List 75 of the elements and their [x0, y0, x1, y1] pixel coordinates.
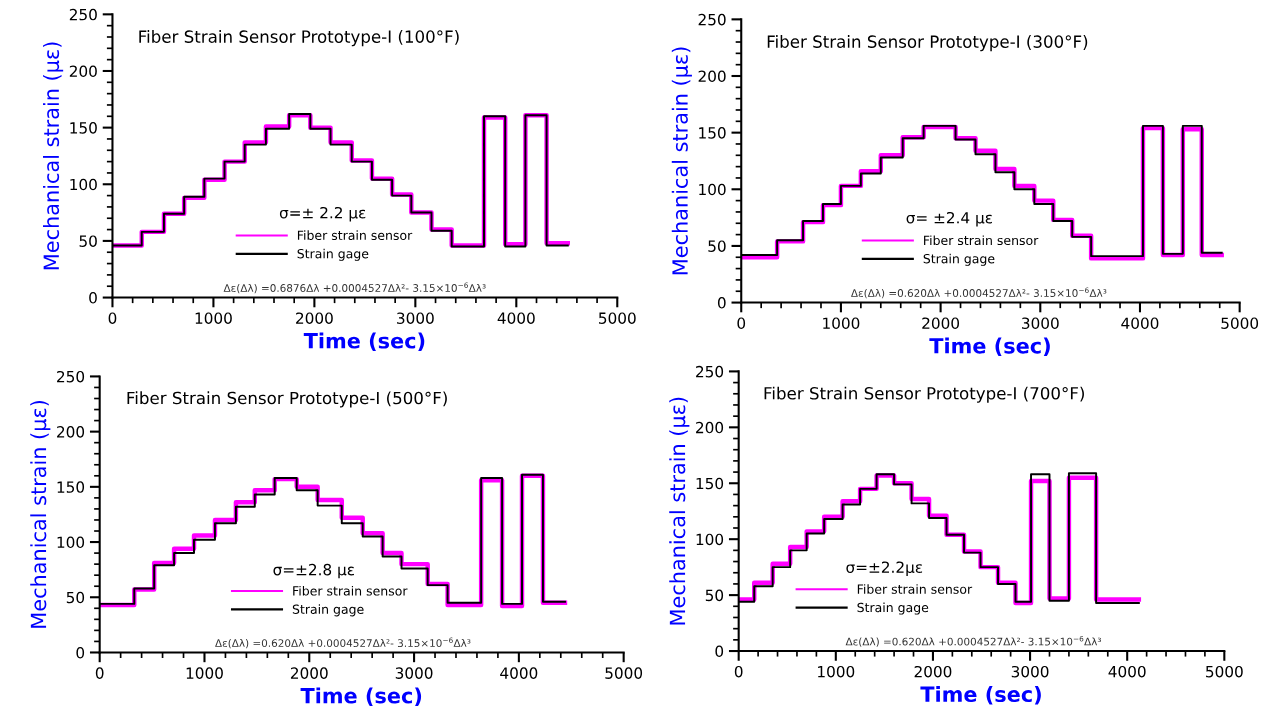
- text: Fiber Strain Sensor Prototype-I (300°F): [767, 35, 1088, 52]
- x-tick-label: 2000: [922, 317, 960, 329]
- text: Fiber Strain Sensor Prototype-I (100°F): [139, 30, 459, 47]
- y-tick-label: 150: [696, 477, 724, 490]
- x-tick-label: 4000: [1121, 317, 1159, 329]
- legend-label: Strain gage: [857, 602, 929, 615]
- y-tick-label: 150: [699, 127, 726, 139]
- y-tick-label: 50: [66, 591, 85, 604]
- x-tick-label: 4000: [1108, 665, 1146, 678]
- annotation: σ=±2.2με: [846, 561, 923, 576]
- y-tick-label: 200: [698, 70, 726, 83]
- y-axis-title: Mechanical strain (με): [671, 47, 692, 275]
- annotation: σ=±2.8 με: [273, 563, 354, 579]
- x-tick-label: 5000: [599, 312, 636, 324]
- y-tick-label: 0: [717, 297, 726, 309]
- x-axis-title: Time (sec): [920, 685, 1041, 705]
- x-tick-label: 4000: [500, 667, 538, 679]
- legend-label: Fiber strain sensor: [293, 585, 408, 596]
- text: Fiber Strain Sensor Prototype-I (500°F): [127, 391, 447, 408]
- annotation: Δε(Δλ) =0.6876Δλ +0.0004527Δλ²- 3.15×10$^{−6}$Δλ³: [223, 282, 486, 294]
- y-tick-label: 50: [705, 589, 724, 602]
- text: Fiber Strain Sensor Prototype-I (700°F): [764, 386, 1084, 403]
- y-tick-label: 0: [715, 645, 724, 658]
- x-axis-title: Time (sec): [303, 332, 425, 352]
- y-tick-label: 150: [57, 481, 85, 493]
- legend-label: Fiber strain sensor: [924, 235, 1039, 246]
- legend-label: Strain gage: [292, 604, 364, 617]
- y-tick-label: 100: [699, 183, 726, 196]
- legend-label: Fiber strain sensor: [857, 584, 973, 594]
- y-tick-label: 250: [696, 365, 724, 378]
- x-tick-label: 3000: [1011, 665, 1049, 678]
- x-axis-title: Time (sec): [929, 337, 1050, 357]
- legend-label: Fiber strain sensor: [297, 230, 413, 241]
- y-tick-label: 50: [708, 240, 726, 252]
- annotation: Δε(Δλ) =0.620Δλ +0.0004527Δλ²- 3.15×10$^{−6}$Δλ³: [850, 287, 1107, 299]
- x-tick-label: 0: [737, 317, 746, 329]
- x-tick-label: 1000: [818, 665, 855, 678]
- y-axis-title: Mechanical strain (με): [43, 42, 64, 270]
- y-tick-label: 50: [79, 235, 97, 247]
- y-tick-label: 250: [57, 370, 85, 383]
- x-tick-label: 2000: [290, 667, 328, 679]
- x-tick-label: 4000: [497, 312, 535, 324]
- x-tick-label: 2000: [296, 312, 333, 324]
- x-tick-label: 5000: [605, 667, 643, 679]
- y-axis-title: Mechanical strain (με): [669, 397, 690, 625]
- x-tick-label: 1000: [186, 667, 223, 679]
- x-tick-label: 1000: [195, 312, 232, 324]
- y-tick-label: 100: [70, 178, 97, 191]
- y-axis-title: Mechanical strain (με): [30, 400, 51, 628]
- x-tick-label: 0: [734, 665, 743, 678]
- annotation: Δε(Δλ) =0.620Δλ +0.0004527Δλ²- 3.15×10$^{−6}$Δλ³: [215, 637, 471, 649]
- y-tick-label: 250: [69, 8, 97, 21]
- annotation: σ= ±2.4 με: [906, 211, 992, 227]
- annotation: σ=± 2.2 με: [279, 206, 366, 222]
- y-tick-label: 100: [57, 536, 85, 549]
- y-tick-label: 0: [76, 646, 85, 659]
- y-tick-label: 150: [70, 122, 97, 134]
- y-tick-label: 200: [696, 421, 724, 434]
- y-tick-label: 200: [57, 426, 85, 438]
- x-tick-label: 3000: [1022, 317, 1059, 329]
- y-tick-label: 100: [696, 533, 724, 546]
- x-axis-title: Time (sec): [300, 687, 422, 706]
- annotation: Δε(Δλ) =0.620Δλ +0.0004527Δλ²- 3.15×10$^{−6}$Δλ³: [845, 635, 1101, 647]
- x-tick-label: 2000: [914, 665, 952, 678]
- legend-label: Strain gage: [297, 248, 369, 261]
- y-tick-label: 250: [698, 13, 726, 26]
- y-tick-label: 0: [89, 292, 97, 304]
- x-tick-label: 3000: [395, 667, 433, 679]
- legend-label: Strain gage: [923, 253, 995, 266]
- x-tick-label: 3000: [397, 312, 434, 324]
- x-tick-label: 5000: [1206, 665, 1243, 678]
- x-tick-label: 0: [108, 312, 117, 324]
- y-tick-label: 200: [69, 65, 97, 77]
- x-tick-label: 5000: [1221, 317, 1259, 329]
- x-tick-label: 1000: [823, 317, 860, 329]
